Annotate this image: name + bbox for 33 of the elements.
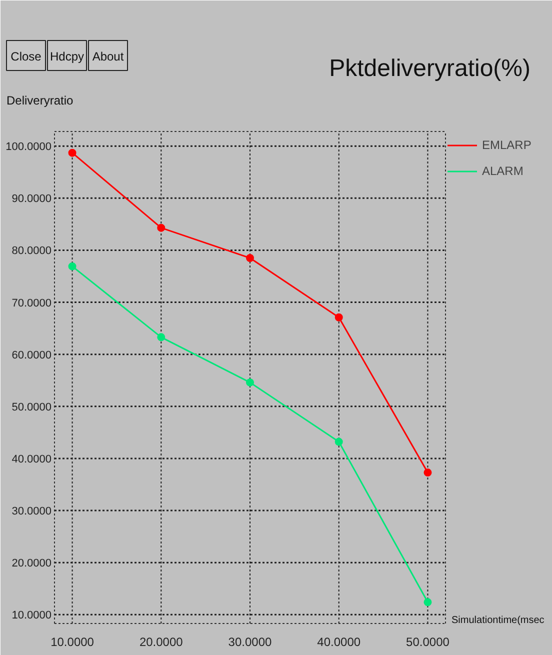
- y-tick-label: 50.0000: [12, 401, 52, 414]
- chart-title: Pktdeliveryratio(%): [329, 55, 531, 82]
- point: [334, 313, 343, 322]
- y-tick-label: 70.0000: [12, 297, 52, 310]
- point: [157, 333, 166, 342]
- point: [157, 224, 166, 232]
- x-axis-title: Simulationtime(msec: [452, 615, 544, 626]
- point: [246, 378, 254, 386]
- y-tick-label: 60.0000: [12, 349, 52, 362]
- point: [424, 468, 432, 477]
- point: [68, 262, 76, 270]
- point: [68, 148, 76, 157]
- point: [334, 438, 343, 446]
- text: About: [92, 50, 124, 64]
- point: [246, 254, 254, 262]
- y-tick-label: 90.0000: [12, 193, 52, 206]
- y-tick-label: 80.0000: [12, 245, 52, 258]
- x-tick-label: 40.0000: [317, 635, 361, 649]
- y-tick-label: 10.0000: [12, 610, 52, 622]
- y-axis-title: Deliveryratio: [6, 94, 74, 108]
- text: Hdcpy: [50, 50, 84, 64]
- y-tick-label: 40.0000: [12, 453, 52, 466]
- x-tick-label: 50.0000: [406, 635, 450, 649]
- text: Close: [10, 50, 42, 64]
- x-tick-label: 30.0000: [228, 635, 272, 649]
- y-tick-label: 20.0000: [12, 558, 52, 570]
- point: [424, 598, 432, 606]
- legend-label: EMLARP: [482, 138, 532, 152]
- y-tick-label: 30.0000: [12, 506, 52, 518]
- legend-label: ALARM: [482, 164, 524, 178]
- x-tick-label: 10.0000: [50, 635, 94, 649]
- x-tick-label: 20.0000: [139, 635, 184, 649]
- y-tick-label: 100.0000: [6, 141, 52, 154]
